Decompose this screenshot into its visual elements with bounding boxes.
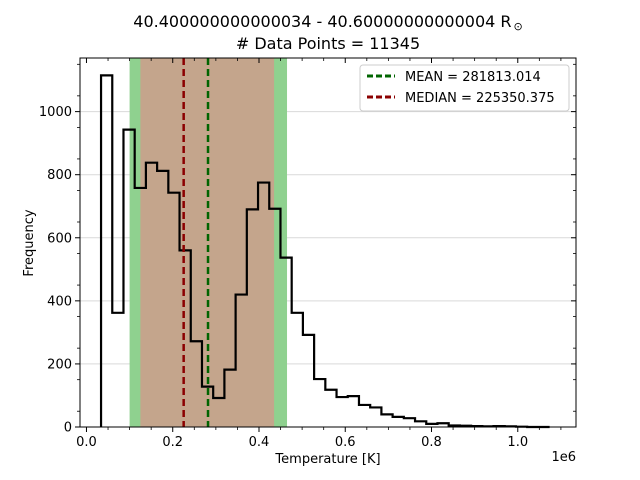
x-axis-offset-label: 1e6	[551, 450, 576, 465]
y-axis-label: Frequency	[22, 209, 37, 276]
y-tick-label-4: 800	[47, 168, 72, 183]
legend: MEAN = 281813.014 MEDIAN = 225350.375	[359, 64, 570, 112]
legend-box	[359, 64, 570, 112]
chart-title-line2: # Data Points = 11345	[236, 34, 420, 53]
x-tick-label-0: 0.0	[76, 435, 97, 450]
x-axis-label: Temperature [K]	[274, 452, 380, 467]
x-tick-label-1: 0.2	[162, 435, 183, 450]
y-tick-label-1: 200	[47, 357, 72, 372]
y-tick-label-5: 1000	[39, 105, 72, 120]
y-tick-label-3: 600	[47, 231, 72, 246]
x-tick-label-3: 0.6	[335, 435, 356, 450]
histogram-outline	[99, 74, 550, 429]
y-tick-label-0: 0	[64, 421, 72, 436]
legend-median-label: MEDIAN = 225350.375	[405, 91, 555, 106]
x-tick-label-4: 0.8	[421, 435, 442, 450]
legend-mean-label: MEAN = 281813.014	[405, 70, 541, 85]
x-axis-ticks: 0.0 0.2 0.4 0.6 0.8 1.0	[76, 58, 562, 450]
reference-lines	[182, 58, 210, 427]
y-axis-ticks: 0 200 400 600 800 1000	[39, 63, 576, 436]
plot-frame	[79, 57, 577, 428]
sun-symbol: ⊙	[514, 20, 523, 33]
chart-title-line1: 40.400000000000034 - 40.60000000000004 R…	[133, 12, 522, 33]
x-tick-label-2: 0.4	[249, 435, 270, 450]
y-tick-label-2: 400	[47, 294, 72, 309]
x-tick-label-5: 1.0	[507, 435, 528, 450]
histogram-steps	[99, 74, 550, 429]
